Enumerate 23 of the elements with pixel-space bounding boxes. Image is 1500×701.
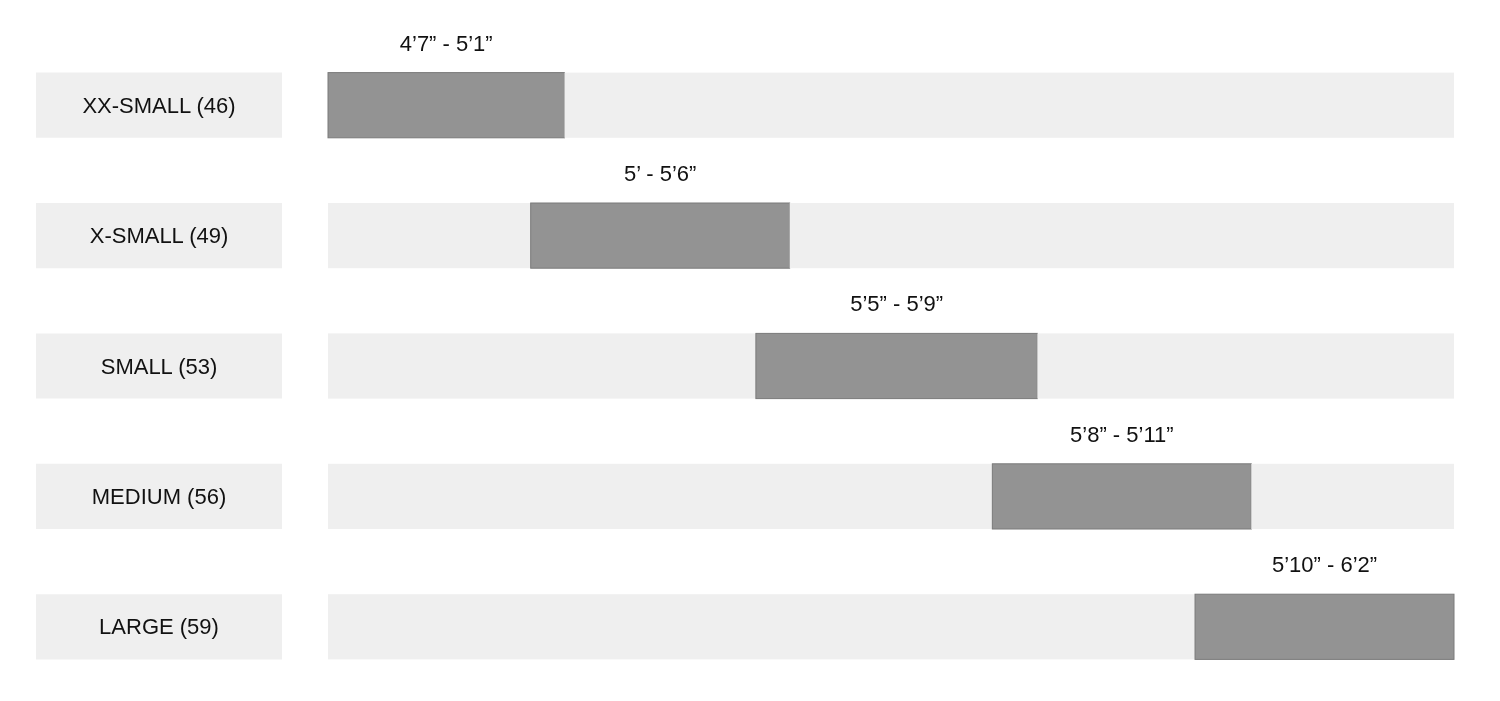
bar bbox=[530, 202, 791, 269]
bar bbox=[755, 332, 1038, 400]
annotation: 5’10” - 6’2” bbox=[1271, 552, 1378, 578]
bar bbox=[1037, 333, 1454, 399]
annotation: 4’7” - 5’1” bbox=[399, 30, 493, 56]
y-tick-label: X-SMALL (49) bbox=[89, 223, 229, 249]
y-tick-label: SMALL (53) bbox=[100, 353, 218, 379]
bar bbox=[328, 333, 756, 399]
annotation: 5’ - 5’6” bbox=[623, 161, 697, 186]
y-tick-label: LARGE (59) bbox=[99, 614, 219, 640]
bar bbox=[564, 72, 1454, 138]
bar bbox=[991, 463, 1252, 530]
bar bbox=[789, 203, 1454, 269]
bar bbox=[1251, 463, 1454, 529]
bar bbox=[328, 463, 993, 529]
annotation: 5’8” - 5’11” bbox=[1070, 421, 1174, 447]
bar bbox=[328, 203, 531, 269]
y-tick-label: XX-SMALL (46) bbox=[82, 92, 236, 118]
bar bbox=[328, 594, 1196, 660]
bar bbox=[327, 72, 565, 139]
annotation: 5’5” - 5’9” bbox=[850, 291, 944, 317]
bar bbox=[1194, 593, 1455, 660]
y-tick-label: MEDIUM (56) bbox=[91, 483, 227, 509]
